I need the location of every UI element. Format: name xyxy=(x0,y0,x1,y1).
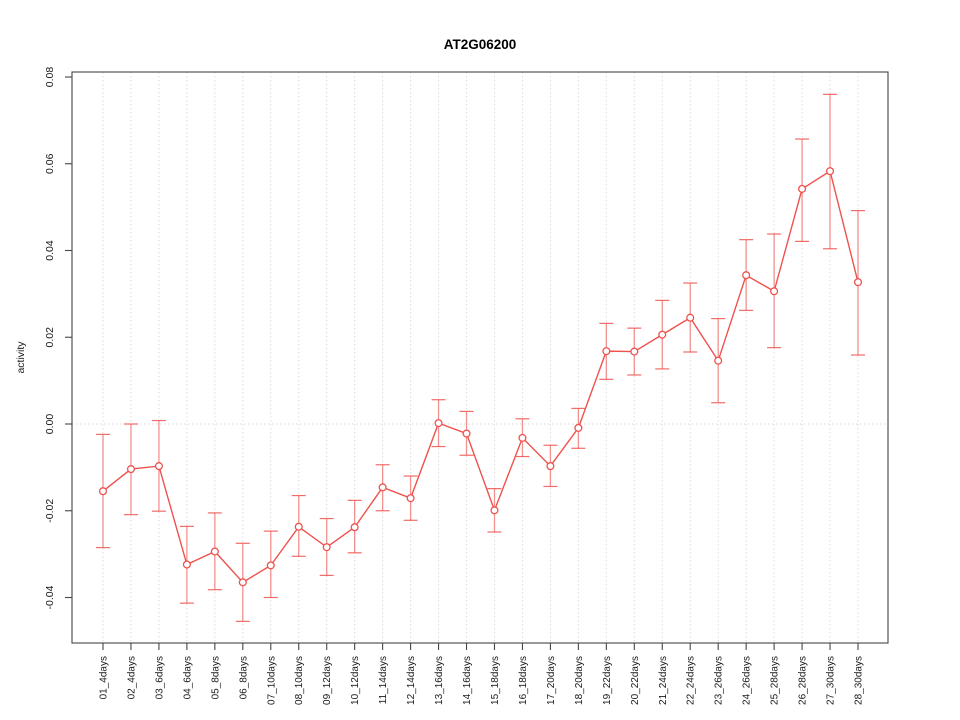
x-tick-label: 22_24days xyxy=(686,656,697,705)
chart-title: AT2G06200 xyxy=(444,37,517,52)
data-point xyxy=(658,330,667,339)
data-point xyxy=(462,429,471,438)
x-tick-label: 28_30days xyxy=(854,656,865,705)
data-point xyxy=(742,271,751,280)
x-tick-label: 25_28days xyxy=(770,656,781,705)
data-point xyxy=(126,465,136,474)
x-tick-label: 01_4days xyxy=(99,656,110,699)
data-point xyxy=(546,462,555,471)
x-tick-label: 21_24days xyxy=(658,656,669,705)
x-tick-label: 06_8days xyxy=(238,656,249,699)
y-tick-label: 0.00 xyxy=(44,414,56,435)
data-point xyxy=(210,547,219,556)
x-tick-label: 23_26days xyxy=(714,656,725,705)
data-point xyxy=(238,578,247,587)
x-tick-label: 12_14days xyxy=(406,656,417,705)
data-point xyxy=(686,313,695,322)
x-tick-label: 20_22days xyxy=(630,656,641,705)
x-tick-label: 14_16days xyxy=(462,656,473,705)
x-tick-label: 04_6days xyxy=(182,656,193,699)
data-point xyxy=(434,419,443,428)
data-point xyxy=(574,423,583,432)
y-tick-label: 0.06 xyxy=(44,153,56,174)
data-point xyxy=(406,494,415,503)
data-point xyxy=(322,543,331,552)
data-point xyxy=(266,561,275,570)
data-point xyxy=(378,483,387,492)
data-point xyxy=(182,560,191,569)
y-tick-label: -0.04 xyxy=(44,585,56,609)
y-axis-label: activity xyxy=(15,341,27,374)
y-tick-label: 0.02 xyxy=(44,327,56,348)
data-point xyxy=(825,167,835,176)
x-tick-label: 17_20days xyxy=(546,656,557,705)
data-point xyxy=(350,523,359,532)
x-tick-label: 08_10days xyxy=(294,656,305,705)
x-tick-label: 26_28days xyxy=(798,656,809,705)
x-tick-label: 16_18days xyxy=(518,656,529,705)
plot-border xyxy=(71,71,889,644)
data-point xyxy=(770,287,779,296)
y-tick-label: 0.04 xyxy=(44,240,56,261)
x-tick-label: 07_10days xyxy=(266,656,277,705)
x-tick-label: 02_4days xyxy=(126,656,137,699)
x-tick-label: 05_8days xyxy=(210,656,221,699)
x-tick-label: 24_26days xyxy=(742,656,753,705)
x-tick-label: 03_6days xyxy=(154,656,165,699)
data-point xyxy=(853,278,863,287)
x-tick-label: 18_20days xyxy=(574,656,585,705)
x-tick-label: 09_12days xyxy=(322,656,333,705)
data-point xyxy=(294,522,303,531)
x-tick-label: 19_22days xyxy=(602,656,613,705)
y-tick-label: -0.02 xyxy=(44,499,56,523)
data-point xyxy=(154,462,163,471)
x-tick-label: 27_30days xyxy=(826,656,837,705)
x-tick-label: 10_12days xyxy=(350,656,361,705)
data-point xyxy=(98,487,108,496)
data-point xyxy=(630,347,639,356)
series-line xyxy=(102,170,859,584)
data-point xyxy=(490,506,499,515)
y-tick-label: 0.08 xyxy=(44,67,56,88)
x-tick-label: 11_14days xyxy=(378,656,389,704)
x-tick-label: 15_18days xyxy=(490,656,501,705)
data-point xyxy=(714,356,723,365)
data-point xyxy=(518,433,527,442)
data-point xyxy=(798,184,807,193)
x-tick-label: 13_16days xyxy=(434,656,445,705)
data-point xyxy=(602,347,611,356)
